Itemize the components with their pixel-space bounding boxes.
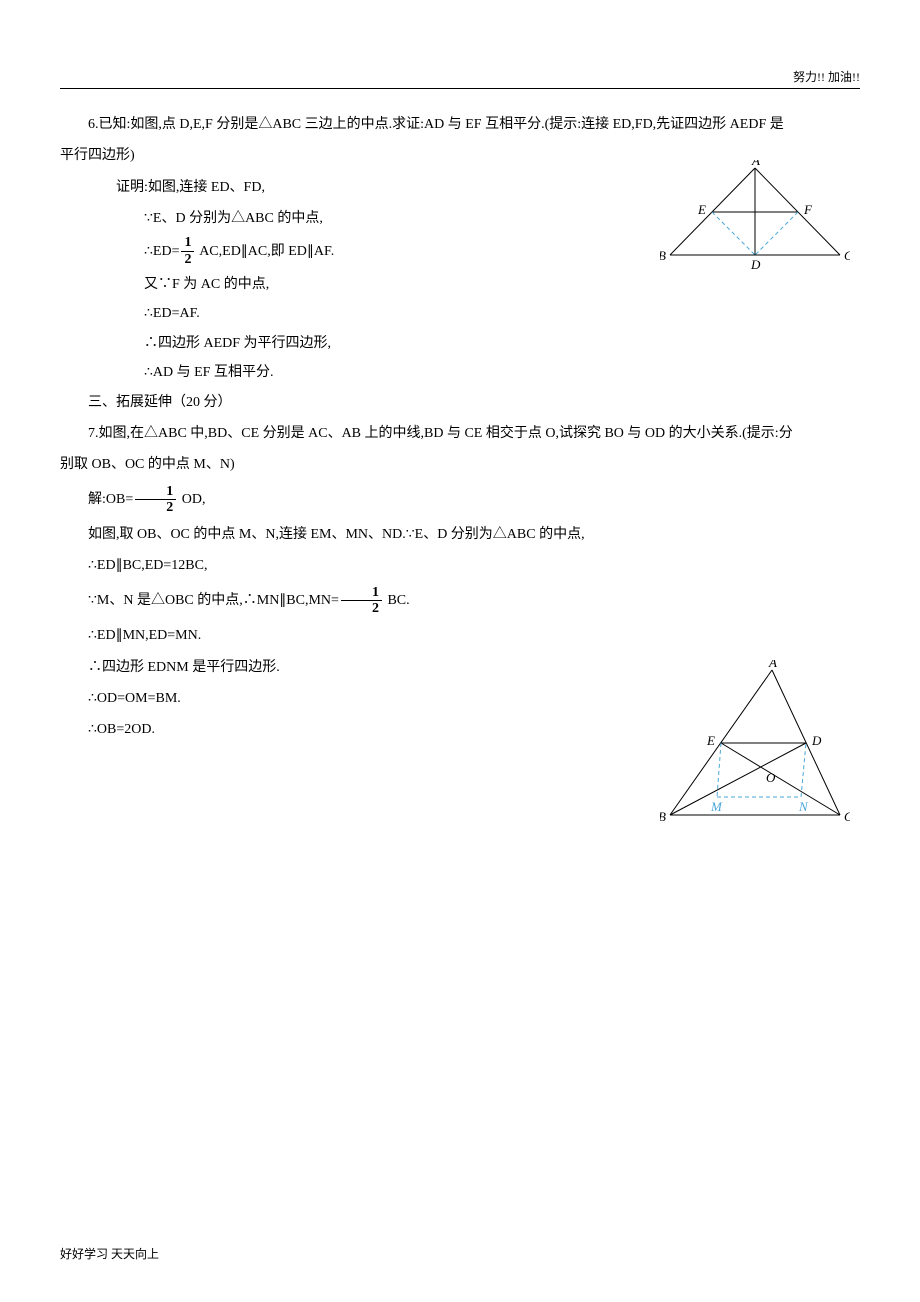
p7-stem2: 别取 OB、OC 的中点 M、N) <box>60 450 860 479</box>
svg-text:E: E <box>697 202 706 217</box>
svg-text:M: M <box>710 799 723 814</box>
p6-step5: ∴四边形 AEDF 为平行四边形, <box>60 329 860 358</box>
figure-triangle-medians: A B C D E O M N <box>660 660 850 830</box>
p7-line4: ∴ED∥MN,ED=MN. <box>60 621 860 650</box>
svg-text:E: E <box>706 733 715 748</box>
frac-num: 1 <box>181 235 194 251</box>
p7-sol-pre: 解:OB= <box>88 492 133 507</box>
p7-line1: 如图,取 OB、OC 的中点 M、N,连接 EM、MN、ND.∵E、D 分别为△… <box>60 520 860 549</box>
svg-text:F: F <box>803 202 813 217</box>
figure-triangle-aedf: A B C D E F <box>660 160 850 270</box>
frac-den: 2 <box>135 500 176 515</box>
fraction-half-2: 12 <box>135 484 176 516</box>
p7-line3: ∵M、N 是△OBC 的中点,∴MN∥BC,MN=12 BC. <box>60 583 860 619</box>
svg-text:A: A <box>768 660 777 670</box>
section3-heading: 三、拓展延伸（20 分） <box>60 388 860 417</box>
p7-line3-post: BC. <box>384 593 410 608</box>
p6-stem: 6.已知:如图,点 D,E,F 分别是△ABC 三边上的中点.求证:AD 与 E… <box>60 110 860 139</box>
p7-line3-pre: ∵M、N 是△OBC 的中点,∴MN∥BC,MN= <box>88 593 339 608</box>
header-motto: 努力!! 加油!! <box>793 68 860 85</box>
p6-step6: ∴AD 与 EF 互相平分. <box>60 358 860 387</box>
p7-sol: 解:OB=12 OD, <box>60 482 860 518</box>
svg-text:B: B <box>660 809 666 824</box>
svg-text:B: B <box>660 248 666 263</box>
frac-den: 2 <box>181 252 194 267</box>
p6-step4: ∴ED=AF. <box>60 299 860 328</box>
svg-text:D: D <box>750 257 761 270</box>
frac-num: 1 <box>341 585 382 601</box>
p7-stem1: 7.如图,在△ABC 中,BD、CE 分别是 AC、AB 上的中线,BD 与 C… <box>60 419 860 448</box>
p7-line2: ∴ED∥BC,ED=12BC, <box>60 551 860 580</box>
svg-text:O: O <box>766 770 776 785</box>
p7-sol-post: OD, <box>178 492 205 507</box>
fraction-half-3: 12 <box>341 585 382 617</box>
p6-step2-pre: ∴ED= <box>144 244 179 259</box>
footer-text: 好好学习 天天向上 <box>60 1245 159 1262</box>
fraction-half: 12 <box>181 235 194 267</box>
svg-text:D: D <box>811 733 822 748</box>
frac-num: 1 <box>135 484 176 500</box>
svg-text:C: C <box>844 809 850 824</box>
header-rule <box>60 88 860 89</box>
frac-den: 2 <box>341 601 382 616</box>
p6-step3: 又∵F 为 AC 的中点, <box>60 270 860 299</box>
svg-text:C: C <box>844 248 850 263</box>
p6-step2-post: AC,ED∥AC,即 ED∥AF. <box>196 244 334 259</box>
svg-text:A: A <box>751 160 760 168</box>
svg-text:N: N <box>798 799 809 814</box>
